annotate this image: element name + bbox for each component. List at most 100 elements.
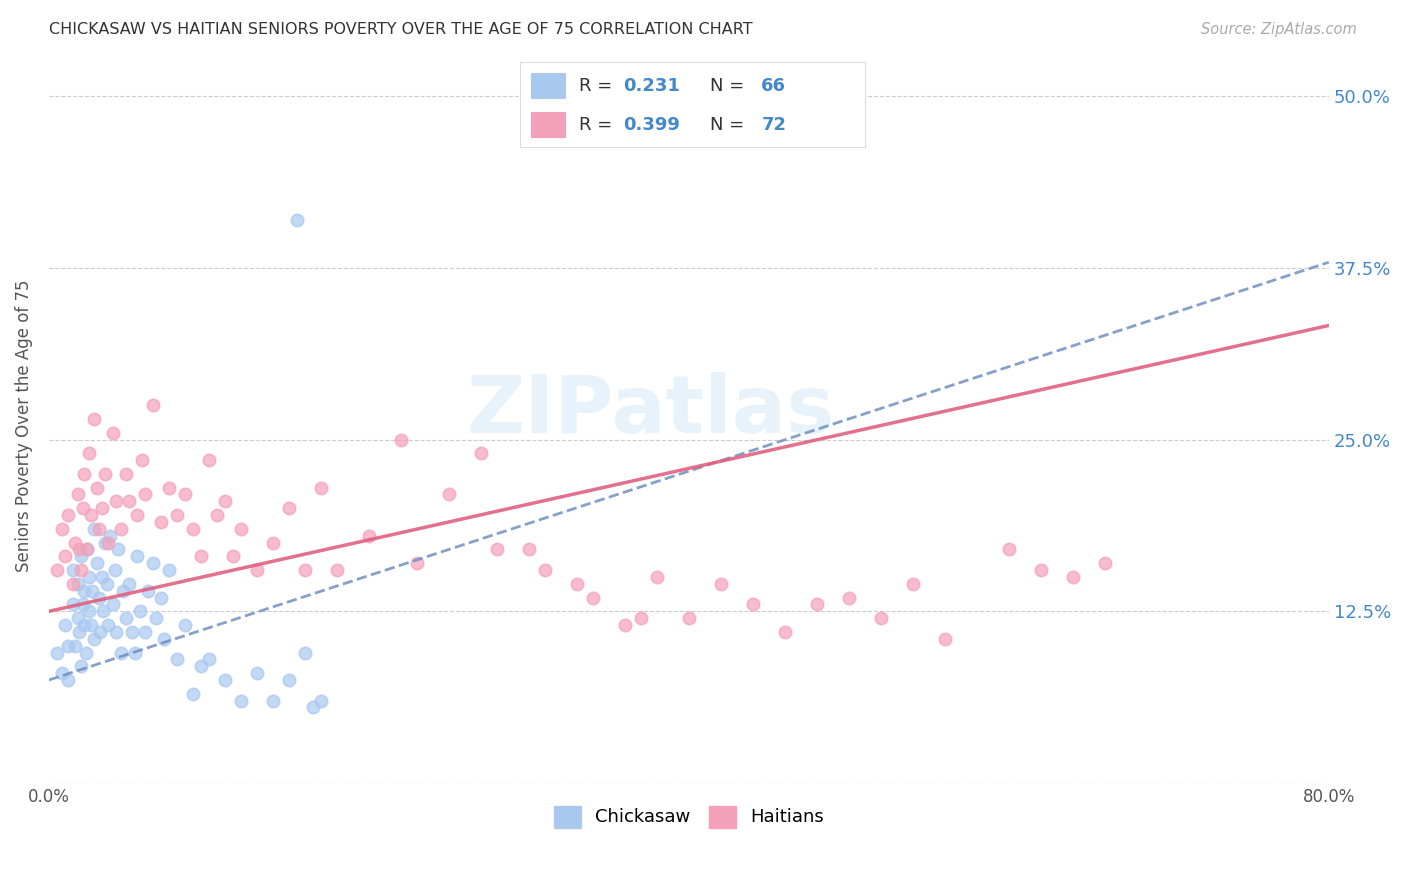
Point — [166, 652, 188, 666]
Point — [77, 604, 100, 618]
Point — [72, 501, 94, 516]
Point — [136, 583, 159, 598]
Point — [63, 639, 86, 653]
Point — [107, 542, 129, 557]
Point — [1062, 570, 1084, 584]
Point — [190, 549, 212, 564]
Point — [309, 693, 332, 707]
Point — [145, 611, 167, 625]
Text: Source: ZipAtlas.com: Source: ZipAtlas.com — [1201, 22, 1357, 37]
Point — [678, 611, 700, 625]
Point — [934, 632, 956, 646]
Point — [157, 481, 180, 495]
Point — [93, 604, 115, 618]
Point — [110, 646, 132, 660]
Point — [630, 611, 652, 625]
Point — [63, 535, 86, 549]
Point — [114, 467, 136, 481]
Text: CHICKASAW VS HAITIAN SENIORS POVERTY OVER THE AGE OF 75 CORRELATION CHART: CHICKASAW VS HAITIAN SENIORS POVERTY OVE… — [49, 22, 752, 37]
Point — [53, 549, 76, 564]
Point — [66, 576, 89, 591]
Point — [326, 563, 349, 577]
Point — [56, 673, 79, 687]
Point — [309, 481, 332, 495]
Point — [77, 570, 100, 584]
Text: R =: R = — [579, 78, 617, 95]
Y-axis label: Seniors Poverty Over the Age of 75: Seniors Poverty Over the Age of 75 — [15, 279, 32, 572]
Point — [118, 576, 141, 591]
Point — [67, 542, 90, 557]
Point — [262, 535, 284, 549]
Point — [565, 576, 588, 591]
Point — [246, 563, 269, 577]
Point — [174, 618, 197, 632]
Point — [285, 212, 308, 227]
Point — [79, 618, 101, 632]
Point — [101, 598, 124, 612]
FancyBboxPatch shape — [530, 112, 565, 137]
Point — [72, 598, 94, 612]
Point — [1029, 563, 1052, 577]
Point — [105, 494, 128, 508]
Point — [121, 624, 143, 639]
Point — [582, 591, 605, 605]
Point — [406, 556, 429, 570]
Point — [190, 659, 212, 673]
Point — [485, 542, 508, 557]
Point — [134, 487, 156, 501]
Point — [101, 425, 124, 440]
Point — [262, 693, 284, 707]
Point — [149, 591, 172, 605]
Point — [246, 666, 269, 681]
Point — [838, 591, 860, 605]
Point — [198, 453, 221, 467]
Point — [278, 673, 301, 687]
Point — [229, 522, 252, 536]
Point — [90, 570, 112, 584]
Point — [90, 501, 112, 516]
Point — [125, 508, 148, 522]
Point — [103, 563, 125, 577]
Point — [56, 508, 79, 522]
Text: 72: 72 — [762, 116, 786, 134]
Point — [806, 598, 828, 612]
Point — [94, 535, 117, 549]
Point — [174, 487, 197, 501]
Point — [75, 646, 97, 660]
Point — [134, 624, 156, 639]
Point — [357, 529, 380, 543]
Point — [62, 576, 84, 591]
Legend: Chickasaw, Haitians: Chickasaw, Haitians — [547, 798, 831, 835]
Point — [1094, 556, 1116, 570]
Point — [70, 549, 93, 564]
Point — [56, 639, 79, 653]
Point — [87, 522, 110, 536]
Text: 0.399: 0.399 — [624, 116, 681, 134]
Point — [470, 446, 492, 460]
Point — [46, 646, 69, 660]
Point — [82, 583, 104, 598]
Point — [125, 549, 148, 564]
Point — [51, 666, 73, 681]
Point — [901, 576, 924, 591]
Point — [157, 563, 180, 577]
Point — [142, 398, 165, 412]
Point — [294, 563, 316, 577]
Point — [70, 563, 93, 577]
Point — [86, 556, 108, 570]
Point — [83, 522, 105, 536]
Point — [214, 673, 236, 687]
Point — [181, 522, 204, 536]
Point — [66, 611, 89, 625]
Point — [73, 618, 96, 632]
Text: N =: N = — [710, 116, 749, 134]
Point — [229, 693, 252, 707]
Point — [76, 542, 98, 557]
Point — [517, 542, 540, 557]
Point — [77, 446, 100, 460]
Point — [869, 611, 891, 625]
Point — [86, 481, 108, 495]
Point — [76, 542, 98, 557]
Text: ZIPatlas: ZIPatlas — [467, 373, 835, 450]
Point — [62, 598, 84, 612]
